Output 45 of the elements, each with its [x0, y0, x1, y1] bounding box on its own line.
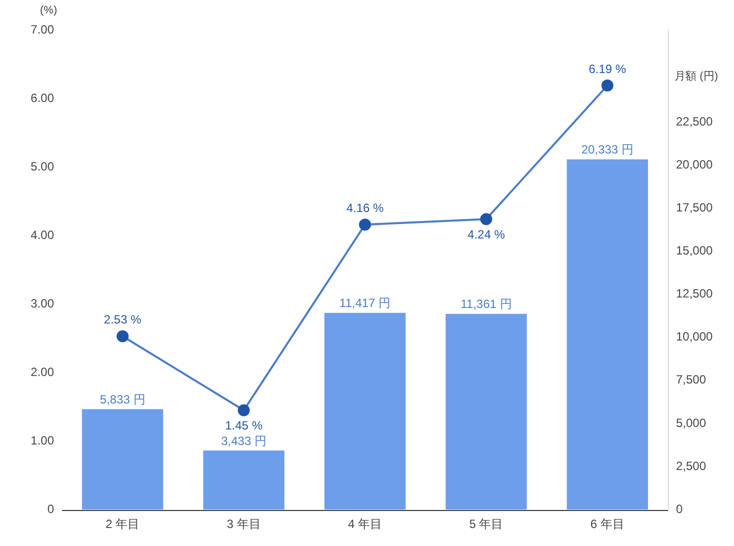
y-tick-label: 5.00 — [30, 159, 54, 174]
y-tick-label: 2.00 — [30, 364, 54, 379]
y2-tick-label: 2,500 — [676, 458, 706, 473]
y2-tick-label: 20,000 — [676, 157, 714, 172]
bar — [82, 409, 164, 510]
y2-axis-title: 月額 (円) — [674, 70, 718, 83]
point — [359, 218, 371, 231]
data-label: 3,433 円 — [221, 434, 266, 448]
y-tick-label: 0 — [47, 502, 54, 516]
y2-tick-label: 22,500 — [676, 114, 714, 128]
y2-tick-label: 15,000 — [676, 244, 714, 258]
bar — [203, 450, 284, 510]
y2-tick-label: 17,500 — [676, 200, 714, 214]
point — [238, 404, 250, 416]
bar — [446, 314, 527, 510]
y-axis-title: (%) — [40, 4, 58, 17]
y2-tick-label: 0 — [676, 502, 683, 516]
point — [480, 213, 492, 226]
y-tick-label: 3.00 — [30, 296, 54, 310]
y2-tick-label: 12,500 — [676, 286, 714, 301]
y2-tick-label: 7,500 — [676, 372, 706, 387]
data-label: 2.53 % — [104, 312, 142, 327]
point — [116, 330, 129, 342]
data-label: 1.45 % — [225, 418, 263, 433]
data-label: 4.16 % — [346, 200, 384, 215]
x-tick-label: 6 年目 — [590, 517, 624, 532]
data-label: 4.24 % — [468, 227, 506, 242]
bar — [324, 312, 406, 510]
data-label: 11,361 円 — [460, 297, 512, 312]
bar — [566, 159, 648, 510]
y-tick-label: 7.00 — [30, 22, 54, 36]
x-tick-label: 5 年目 — [469, 517, 504, 532]
x-tick-label: 2 年目 — [106, 517, 140, 532]
data-label: 20,333 円 — [581, 142, 634, 157]
data-label: 5,833 円 — [100, 392, 146, 406]
y2-tick-label: 5,000 — [676, 416, 706, 430]
y-tick-label: 1.00 — [30, 433, 54, 448]
data-label: 11,417 円 — [339, 296, 391, 310]
x-tick-label: 3 年目 — [226, 517, 261, 532]
x-tick-label: 4 年目 — [348, 517, 382, 532]
y-tick-label: 4.00 — [30, 228, 54, 242]
y-tick-label: 6.00 — [30, 90, 54, 105]
data-label: 6.19 % — [588, 62, 626, 76]
point — [601, 79, 614, 92]
y2-tick-label: 10,000 — [676, 330, 714, 344]
